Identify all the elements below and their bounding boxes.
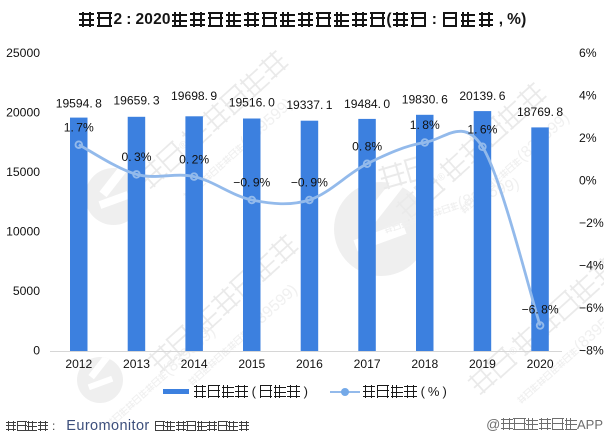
svg-text:1. 6%: 1. 6% <box>467 123 497 137</box>
svg-text:2020: 2020 <box>527 357 554 371</box>
svg-text:0: 0 <box>33 344 40 358</box>
svg-text:−0. 9%: −0. 9% <box>291 176 328 190</box>
svg-text:18769. 8: 18769. 8 <box>517 105 563 119</box>
svg-text:−6. 8%: −6. 8% <box>522 302 559 316</box>
svg-text:−4%: −4% <box>579 258 604 272</box>
svg-text:19659. 3: 19659. 3 <box>113 94 159 108</box>
svg-text:0%: 0% <box>579 174 597 188</box>
svg-text:2%: 2% <box>579 131 597 145</box>
svg-text:−2%: −2% <box>579 216 604 230</box>
svg-text:0. 3%: 0. 3% <box>122 150 152 164</box>
svg-text:20000: 20000 <box>6 106 40 120</box>
svg-text:10000: 10000 <box>6 225 40 239</box>
svg-text:−6%: −6% <box>579 301 604 315</box>
svg-text:2013: 2013 <box>123 357 150 371</box>
svg-text:0. 2%: 0. 2% <box>179 152 209 166</box>
svg-text:19698. 9: 19698. 9 <box>171 89 217 103</box>
svg-text:2014: 2014 <box>181 357 208 371</box>
svg-text:2012: 2012 <box>65 357 92 371</box>
svg-text:−0. 9%: −0. 9% <box>233 176 270 190</box>
svg-text:1. 7%: 1. 7% <box>64 120 94 134</box>
svg-text:19484. 0: 19484. 0 <box>344 97 390 111</box>
svg-text:−8%: −8% <box>579 343 604 357</box>
svg-text:5000: 5000 <box>13 284 40 298</box>
svg-text:2019: 2019 <box>469 357 496 371</box>
svg-text:2018: 2018 <box>411 357 438 371</box>
svg-text:19516. 0: 19516. 0 <box>229 96 275 110</box>
svg-text:19594. 8: 19594. 8 <box>56 97 102 111</box>
svg-text:15000: 15000 <box>6 165 40 179</box>
svg-text:2017: 2017 <box>354 357 381 371</box>
svg-text:19830. 6: 19830. 6 <box>402 93 448 107</box>
svg-text:4%: 4% <box>579 89 597 103</box>
svg-text:6%: 6% <box>579 46 597 60</box>
svg-text:20139. 6: 20139. 6 <box>459 89 505 103</box>
svg-text:25000: 25000 <box>6 46 40 60</box>
svg-text:2016: 2016 <box>296 357 323 371</box>
svg-text:1. 8%: 1. 8% <box>410 118 440 132</box>
svg-text:2015: 2015 <box>238 357 265 371</box>
svg-text:0. 8%: 0. 8% <box>352 140 382 154</box>
svg-text:19337. 1: 19337. 1 <box>286 98 332 112</box>
